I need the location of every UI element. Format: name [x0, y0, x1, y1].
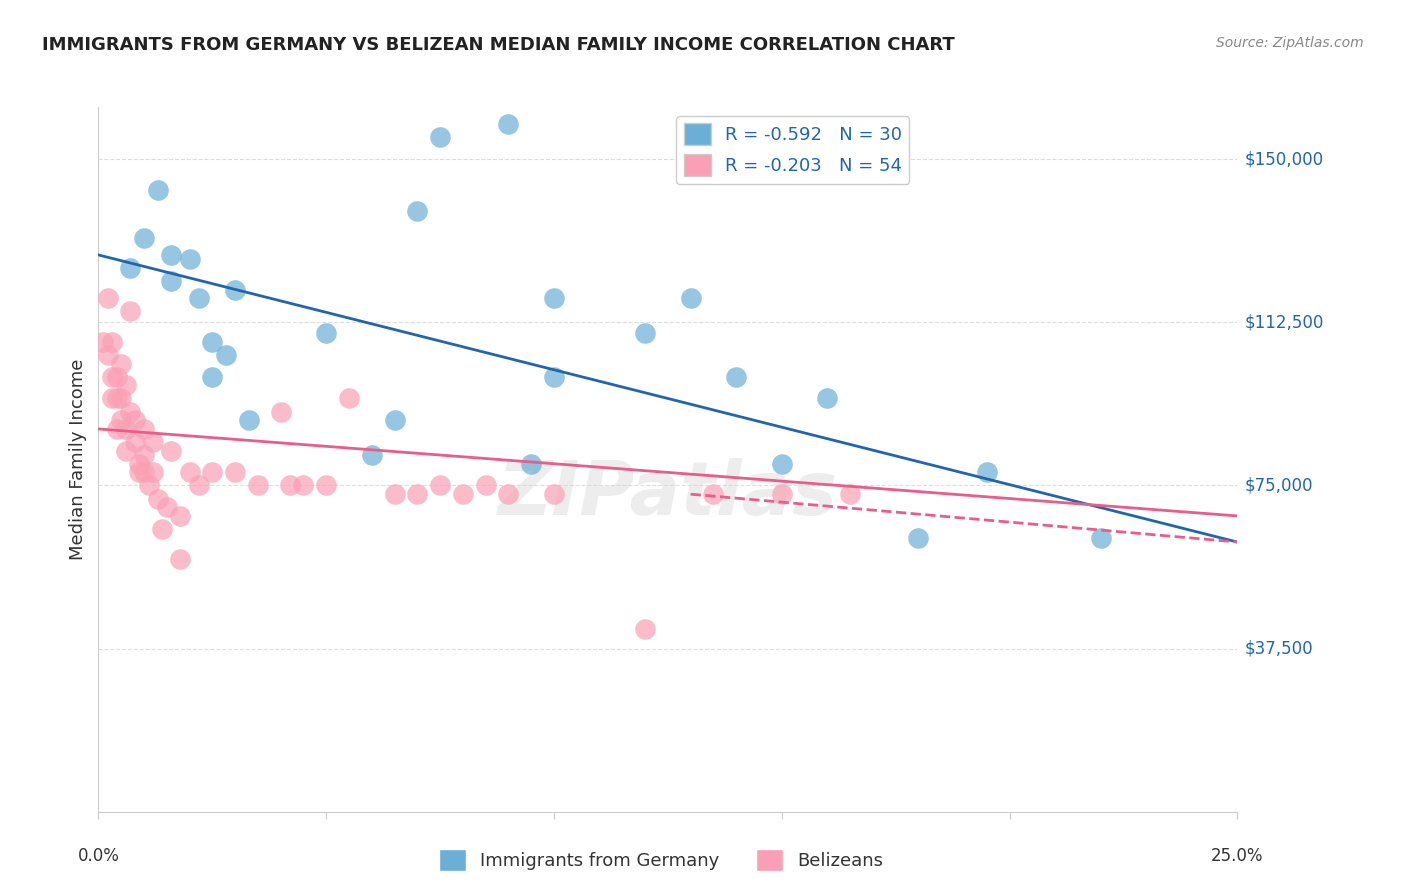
- Point: [520, 457, 543, 471]
- Point: [160, 443, 183, 458]
- Point: [461, 44, 484, 58]
- Point: [101, 369, 124, 384]
- Legend: R = -0.592   N = 30, R = -0.203   N = 54: R = -0.592 N = 30, R = -0.203 N = 54: [676, 116, 910, 184]
- Point: [101, 392, 124, 406]
- Point: [146, 491, 169, 506]
- Point: [91, 334, 114, 349]
- Point: [201, 334, 224, 349]
- Point: [120, 404, 142, 418]
- Text: IMMIGRANTS FROM GERMANY VS BELIZEAN MEDIAN FAMILY INCOME CORRELATION CHART: IMMIGRANTS FROM GERMANY VS BELIZEAN MEDI…: [42, 36, 955, 54]
- Text: $112,500: $112,500: [1244, 313, 1323, 331]
- Point: [124, 434, 146, 449]
- Legend: Immigrants from Germany, Belizeans: Immigrants from Germany, Belizeans: [432, 842, 890, 879]
- Point: [815, 392, 838, 406]
- Point: [187, 292, 209, 306]
- Point: [120, 260, 142, 275]
- Point: [278, 478, 301, 492]
- Text: $150,000: $150,000: [1244, 150, 1323, 169]
- Point: [543, 487, 565, 501]
- Point: [114, 378, 136, 392]
- Point: [1090, 531, 1112, 545]
- Point: [105, 392, 128, 406]
- Point: [246, 478, 269, 492]
- Point: [114, 422, 136, 436]
- Point: [360, 448, 382, 462]
- Point: [337, 392, 360, 406]
- Point: [679, 292, 702, 306]
- Point: [132, 422, 155, 436]
- Point: [451, 487, 474, 501]
- Text: $37,500: $37,500: [1244, 640, 1313, 657]
- Point: [110, 357, 132, 371]
- Point: [110, 413, 132, 427]
- Point: [429, 478, 451, 492]
- Point: [179, 466, 201, 480]
- Point: [292, 478, 315, 492]
- Point: [160, 248, 183, 262]
- Point: [132, 448, 155, 462]
- Point: [114, 443, 136, 458]
- Point: [543, 292, 565, 306]
- Point: [634, 622, 657, 636]
- Point: [124, 413, 146, 427]
- Point: [498, 118, 520, 132]
- Point: [224, 466, 246, 480]
- Point: [132, 466, 155, 480]
- Point: [224, 283, 246, 297]
- Point: [179, 252, 201, 267]
- Point: [128, 457, 150, 471]
- Point: [839, 487, 862, 501]
- Point: [543, 369, 565, 384]
- Point: [146, 183, 169, 197]
- Point: [128, 466, 150, 480]
- Point: [498, 487, 520, 501]
- Point: [142, 434, 165, 449]
- Text: $75,000: $75,000: [1244, 476, 1313, 494]
- Point: [101, 334, 124, 349]
- Point: [138, 478, 160, 492]
- Point: [474, 478, 496, 492]
- Point: [96, 348, 118, 362]
- Point: [315, 326, 337, 341]
- Y-axis label: Median Family Income: Median Family Income: [69, 359, 87, 560]
- Point: [169, 552, 191, 566]
- Point: [238, 413, 260, 427]
- Text: 25.0%: 25.0%: [1211, 847, 1264, 865]
- Point: [429, 130, 451, 145]
- Point: [96, 292, 118, 306]
- Point: [169, 508, 191, 523]
- Point: [201, 369, 224, 384]
- Point: [770, 487, 793, 501]
- Point: [215, 348, 238, 362]
- Text: ZIPatlas: ZIPatlas: [498, 458, 838, 531]
- Point: [150, 522, 173, 536]
- Point: [702, 487, 724, 501]
- Point: [142, 466, 165, 480]
- Point: [384, 487, 406, 501]
- Text: 0.0%: 0.0%: [77, 847, 120, 865]
- Point: [406, 204, 429, 219]
- Point: [201, 466, 224, 480]
- Point: [976, 466, 998, 480]
- Point: [110, 392, 132, 406]
- Point: [406, 487, 429, 501]
- Point: [907, 531, 929, 545]
- Point: [105, 369, 128, 384]
- Point: [187, 478, 209, 492]
- Point: [384, 413, 406, 427]
- Point: [270, 404, 292, 418]
- Point: [725, 369, 748, 384]
- Point: [315, 478, 337, 492]
- Point: [156, 500, 179, 515]
- Point: [132, 230, 155, 244]
- Point: [105, 422, 128, 436]
- Text: Source: ZipAtlas.com: Source: ZipAtlas.com: [1216, 36, 1364, 50]
- Point: [160, 274, 183, 288]
- Point: [770, 457, 793, 471]
- Point: [120, 304, 142, 318]
- Point: [634, 326, 657, 341]
